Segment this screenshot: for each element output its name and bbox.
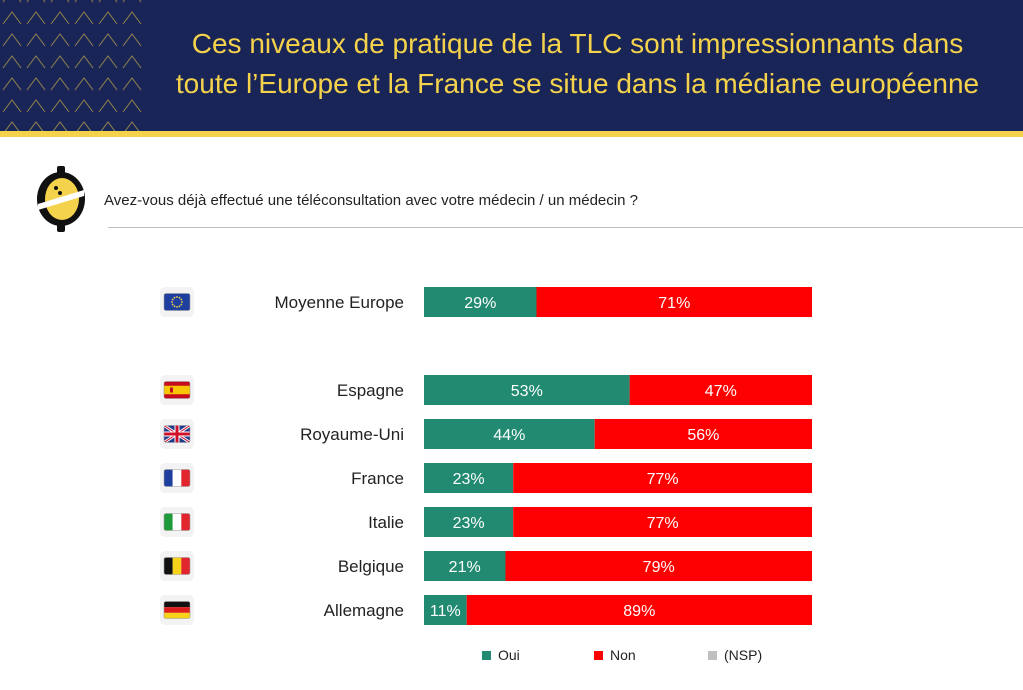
data-label: 56% — [687, 427, 719, 444]
category-label: Belgique — [338, 557, 404, 576]
data-label: 29% — [464, 295, 496, 312]
legend-swatch — [482, 650, 491, 660]
belgium-flag-icon — [160, 551, 194, 581]
category-label: Royaume-Uni — [300, 425, 404, 444]
legend-label: Non — [610, 647, 636, 663]
chart-legend: Oui Non (NSP) — [0, 647, 1023, 667]
page-title-line-1: Ces niveaux de pratique de la TLC sont i… — [191, 28, 964, 59]
bar-segment-oui — [424, 375, 630, 405]
bar-segment-non — [594, 419, 812, 449]
france-flag-icon — [160, 463, 194, 493]
brand-logo-icon — [37, 166, 85, 232]
data-label: 53% — [511, 383, 543, 400]
header-accent-stripe — [0, 131, 1023, 137]
data-label: 71% — [658, 295, 690, 312]
bar-segment-non — [513, 507, 812, 537]
legend-swatch — [594, 650, 603, 660]
question-divider — [108, 227, 1023, 228]
data-label: 11% — [430, 603, 461, 620]
data-label: 21% — [449, 559, 481, 576]
category-label: Italie — [368, 513, 404, 532]
data-label: 89% — [623, 603, 655, 620]
eu-flag-icon — [160, 287, 194, 317]
legend-label: Oui — [498, 647, 520, 663]
bar-segment-oui — [424, 419, 595, 449]
bar-segment-non — [629, 375, 812, 405]
survey-question: Avez-vous déjà effectué une téléconsulta… — [104, 192, 638, 209]
bar-segment-oui — [424, 595, 467, 625]
legend-item: Non — [594, 647, 636, 663]
chart-row: Belgique 21% 79% — [160, 551, 812, 581]
header-decorative-pattern — [2, 0, 142, 131]
legend-item: Oui — [482, 647, 520, 663]
bar-segment-oui — [424, 463, 514, 493]
header-banner: Ces niveaux de pratique de la TLC sont i… — [0, 0, 1023, 131]
bar-segment-non — [466, 595, 812, 625]
chart-row: France 23% 77% — [160, 463, 812, 493]
bar-segment-oui — [424, 287, 537, 317]
page-title-line-2: toute l’Europe et la France se situe dan… — [175, 68, 980, 99]
chart-row: Royaume-Uni 44% 56% — [160, 419, 812, 449]
legend-swatch — [708, 650, 717, 660]
data-label: 44% — [493, 427, 525, 444]
bar-segment-oui — [424, 507, 514, 537]
bar-segment-non — [505, 551, 812, 581]
data-label: 79% — [643, 559, 675, 576]
chart-row: Italie 23% 77% — [160, 507, 812, 537]
bar-segment-oui — [424, 551, 506, 581]
data-label: 23% — [453, 471, 485, 488]
data-label: 23% — [453, 515, 485, 532]
category-label: Moyenne Europe — [275, 293, 404, 312]
data-label: 47% — [705, 383, 737, 400]
chart-row: Espagne 53% 47% — [160, 375, 812, 405]
germany-flag-icon — [160, 595, 194, 625]
category-label: Allemagne — [324, 601, 404, 620]
bar-segment-non — [536, 287, 812, 317]
legend-item: (NSP) — [708, 647, 762, 663]
category-label: France — [351, 469, 404, 488]
data-label: 77% — [647, 515, 679, 532]
italy-flag-icon — [160, 507, 194, 537]
chart-row: Moyenne Europe 29% 71% — [160, 287, 812, 317]
chart-row: Allemagne 11% 89% — [160, 595, 812, 625]
bar-segment-non — [513, 463, 812, 493]
page-title: Ces niveaux de pratique de la TLC sont i… — [140, 24, 1015, 104]
legend-label: (NSP) — [724, 647, 763, 663]
data-label: 77% — [647, 471, 679, 488]
spain-flag-icon — [160, 375, 194, 405]
category-label: Espagne — [337, 381, 404, 400]
uk-flag-icon — [160, 419, 194, 449]
